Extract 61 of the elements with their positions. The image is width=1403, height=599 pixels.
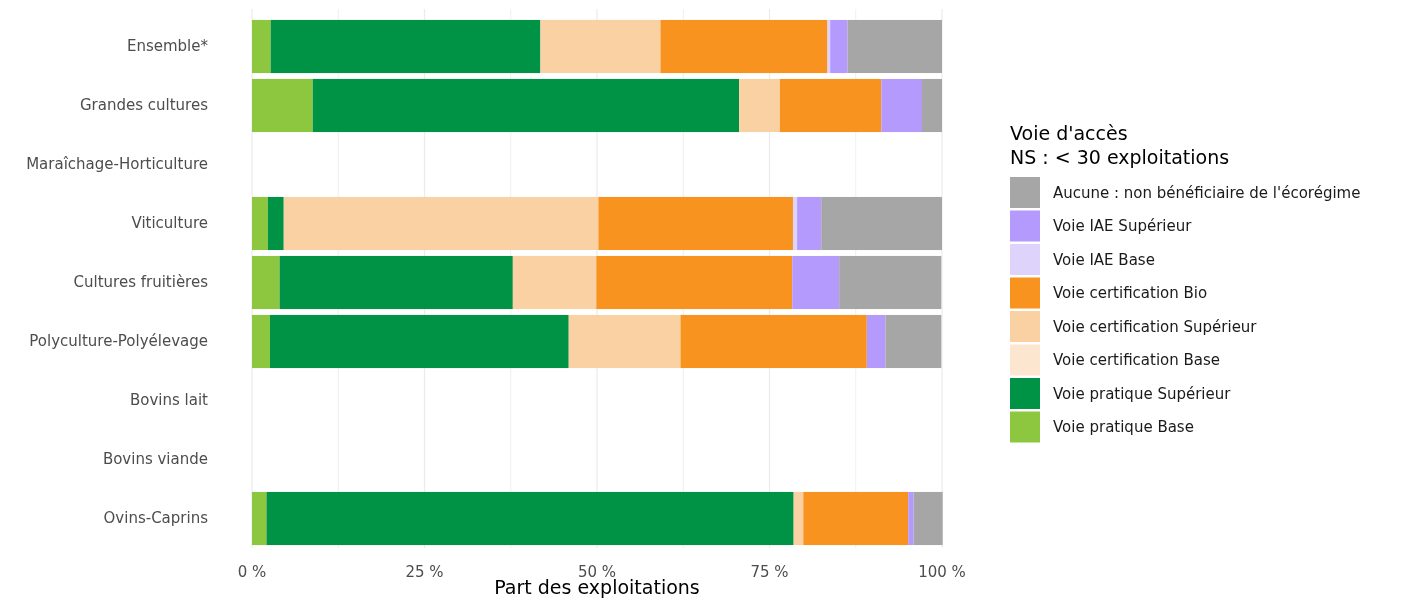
legend-label: Voie IAE Supérieur <box>1053 217 1193 235</box>
legend-title: Voie d'accès NS : < 30 exploitations <box>1010 122 1230 168</box>
bar <box>252 314 270 369</box>
bar <box>885 314 942 369</box>
legend-label: Voie pratique Base <box>1053 418 1194 436</box>
bar <box>252 491 267 546</box>
bar <box>908 491 914 546</box>
bar <box>568 314 681 369</box>
y-tick-label: Maraîchage-Horticulture <box>26 155 208 173</box>
bar <box>252 19 271 74</box>
y-tick-label: Bovins lait <box>129 391 209 409</box>
bar <box>792 196 798 251</box>
bar <box>267 196 284 251</box>
bar <box>803 491 909 546</box>
bar <box>821 196 942 251</box>
bar <box>283 196 599 251</box>
y-tick-label: Cultures fruitières <box>73 273 209 291</box>
bar <box>270 19 541 74</box>
y-tick-label: Polyculture-Polyélevage <box>29 332 208 350</box>
bar <box>847 19 942 74</box>
y-tick-label: Ovins-Caprins <box>103 509 209 527</box>
bar <box>252 255 280 310</box>
x-tick-label: 0 % <box>237 562 267 581</box>
x-tick-label: 75 % <box>750 562 789 581</box>
bar <box>913 491 943 546</box>
y-tick-label: Viticulture <box>131 214 208 232</box>
bar <box>598 196 793 251</box>
bar <box>793 491 804 546</box>
bar <box>866 314 886 369</box>
bar <box>252 196 268 251</box>
bar <box>792 255 840 310</box>
bar <box>830 19 848 74</box>
bar <box>797 196 822 251</box>
y-tick-label: Grandes cultures <box>79 96 209 114</box>
y-tick-label: Bovins viande <box>102 450 208 468</box>
bar <box>839 255 942 310</box>
legend-label: Voie certification Base <box>1053 351 1221 369</box>
bar <box>779 78 882 133</box>
y-tick-label: Ensemble* <box>126 37 209 55</box>
bar <box>279 255 513 310</box>
x-axis-title: Part des exploitations <box>494 576 700 598</box>
bar <box>512 255 597 310</box>
bar <box>739 78 780 133</box>
bar <box>269 314 569 369</box>
bar <box>266 491 794 546</box>
legend-label: Aucune : non bénéficiaire de l'écorégime <box>1053 183 1361 202</box>
bar <box>596 255 793 310</box>
bar <box>312 78 740 133</box>
x-tick-label: 100 % <box>918 562 966 581</box>
bar <box>252 78 313 133</box>
bar <box>881 78 922 133</box>
legend-label: Voie pratique Supérieur <box>1053 384 1232 403</box>
bar <box>660 19 828 74</box>
bar <box>540 19 661 74</box>
bar <box>827 19 831 74</box>
bar <box>680 314 867 369</box>
legend-label: Voie certification Supérieur <box>1053 317 1258 336</box>
legend-label: Voie IAE Base <box>1053 250 1155 269</box>
legend-label: Voie certification Bio <box>1053 284 1208 302</box>
bar <box>921 78 942 133</box>
x-tick-label: 25 % <box>405 562 444 581</box>
